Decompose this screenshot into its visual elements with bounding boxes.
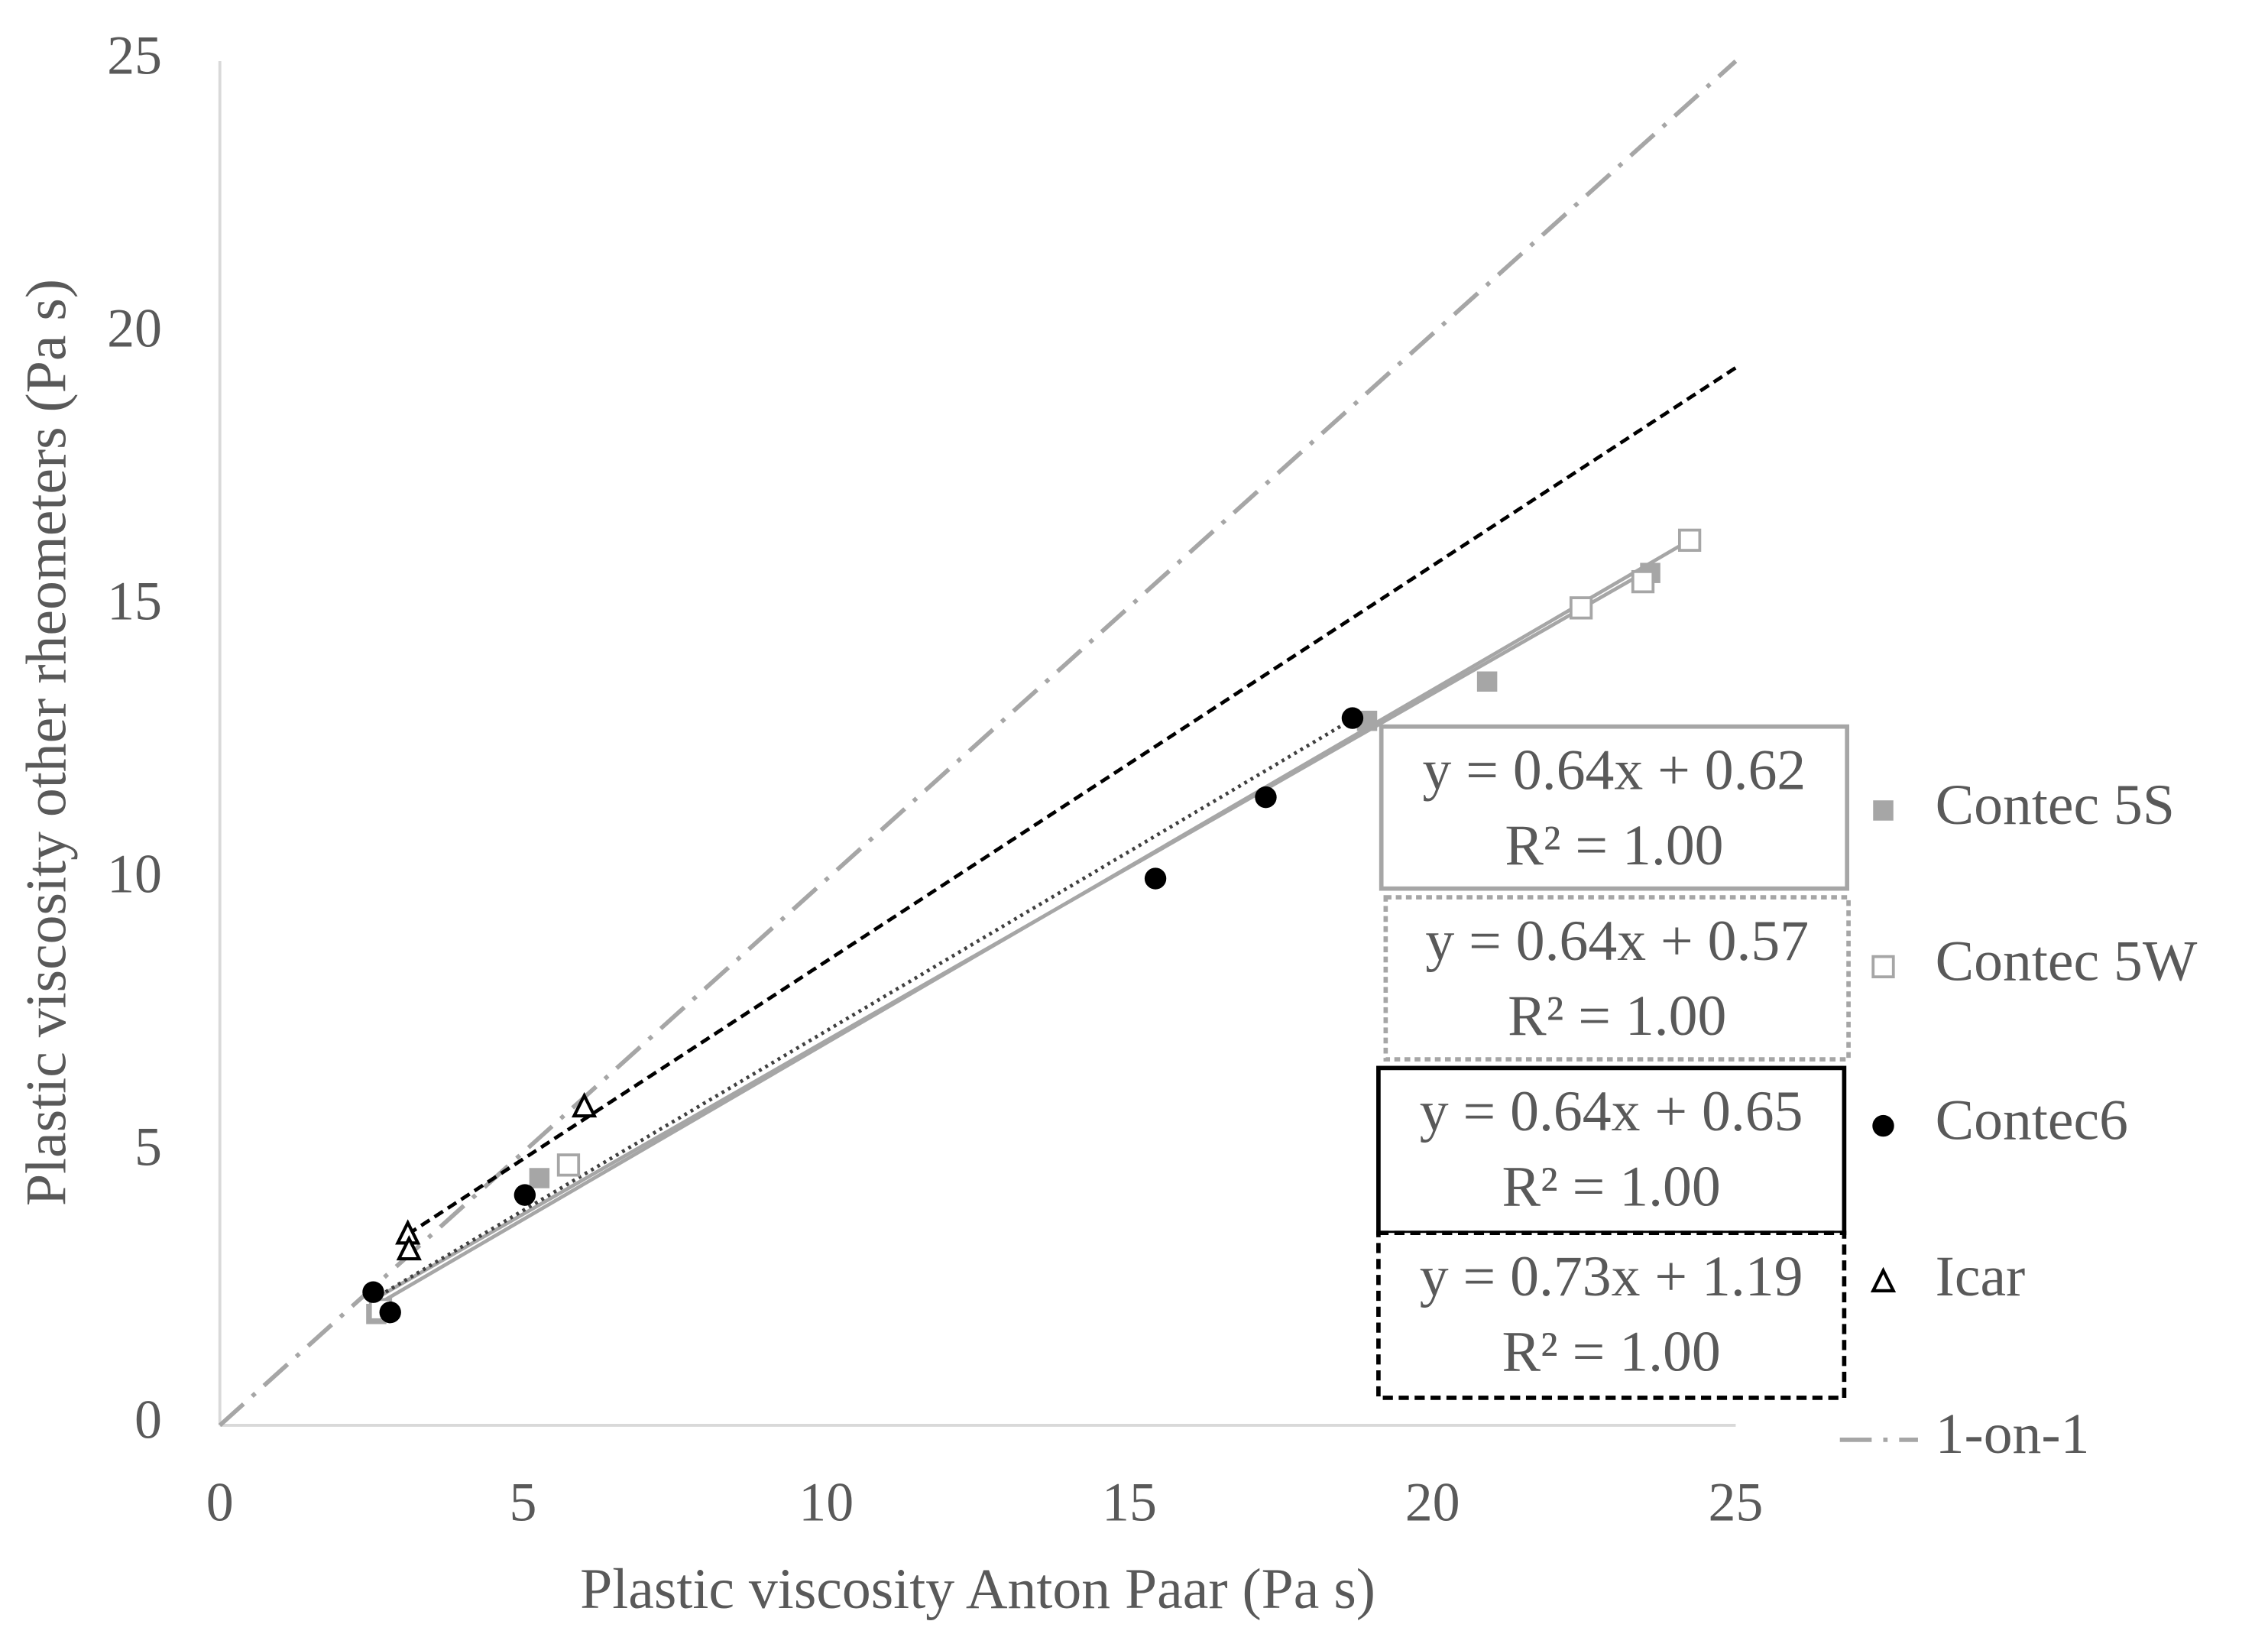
x-tick-label: 20 <box>1405 1471 1460 1532</box>
point <box>1476 671 1498 692</box>
point <box>1341 707 1364 729</box>
legend-marker <box>1871 955 1895 979</box>
point <box>514 1184 536 1206</box>
legend-marker <box>1872 1114 1894 1137</box>
point <box>1144 867 1167 890</box>
point <box>396 1234 422 1261</box>
equation-box <box>1379 724 1850 891</box>
y-tick-label: 5 <box>134 1116 162 1177</box>
trendline-r-squared: R² = 1.00 <box>1505 814 1723 877</box>
reference-line <box>218 59 1738 1428</box>
point <box>556 1153 581 1177</box>
trendline-r-squared: R² = 1.00 <box>1502 1320 1721 1383</box>
point <box>1569 596 1593 620</box>
y-tick-label: 15 <box>107 570 162 631</box>
y-tick-label: 10 <box>107 843 162 904</box>
legend-label: Contec 5S <box>1936 773 2175 837</box>
y-tick-label: 25 <box>107 24 162 86</box>
y-tick-label: 0 <box>134 1389 162 1450</box>
equation-box <box>1376 1230 1847 1400</box>
legend-marker <box>1873 800 1894 821</box>
trendline <box>407 366 1737 1237</box>
trendline-equation: y = 0.64x + 0.57 <box>1425 909 1809 973</box>
trendline-r-squared: R² = 1.00 <box>1508 984 1726 1048</box>
trendline-equation: y = 0.64x + 0.62 <box>1423 738 1806 802</box>
point <box>1255 786 1277 809</box>
legend-label: Icar <box>1936 1245 2026 1308</box>
trendline <box>379 538 1691 1305</box>
equation-box <box>1383 895 1851 1062</box>
x-tick-label: 5 <box>509 1471 536 1532</box>
trendline-equation: y = 0.73x + 1.19 <box>1420 1245 1803 1308</box>
trendline-r-squared: R² = 1.00 <box>1502 1156 1721 1219</box>
x-tick-label: 25 <box>1708 1471 1763 1532</box>
legend-marker <box>1870 1266 1897 1292</box>
x-axis-label: Plastic viscosity Anton Paar (Pa s) <box>580 1558 1375 1621</box>
y-tick-label: 20 <box>107 297 162 358</box>
y-axis-label: Plastic viscosity other rheometers (Pa s… <box>15 279 79 1206</box>
point <box>1631 569 1655 594</box>
legend-label: 1-on-1 <box>1936 1402 2090 1466</box>
point <box>1677 528 1702 552</box>
x-tick-label: 0 <box>206 1471 234 1532</box>
trendline <box>372 717 1354 1302</box>
trendline-equation: y = 0.64x + 0.65 <box>1420 1080 1803 1143</box>
x-tick-label: 10 <box>799 1471 854 1532</box>
point <box>362 1281 384 1303</box>
point <box>571 1091 598 1118</box>
point <box>529 1168 550 1188</box>
legend-label: Contec 5W <box>1936 929 2198 993</box>
x-tick-label: 15 <box>1102 1471 1157 1532</box>
legend-label: Contec6 <box>1936 1088 2128 1152</box>
point <box>379 1301 401 1324</box>
